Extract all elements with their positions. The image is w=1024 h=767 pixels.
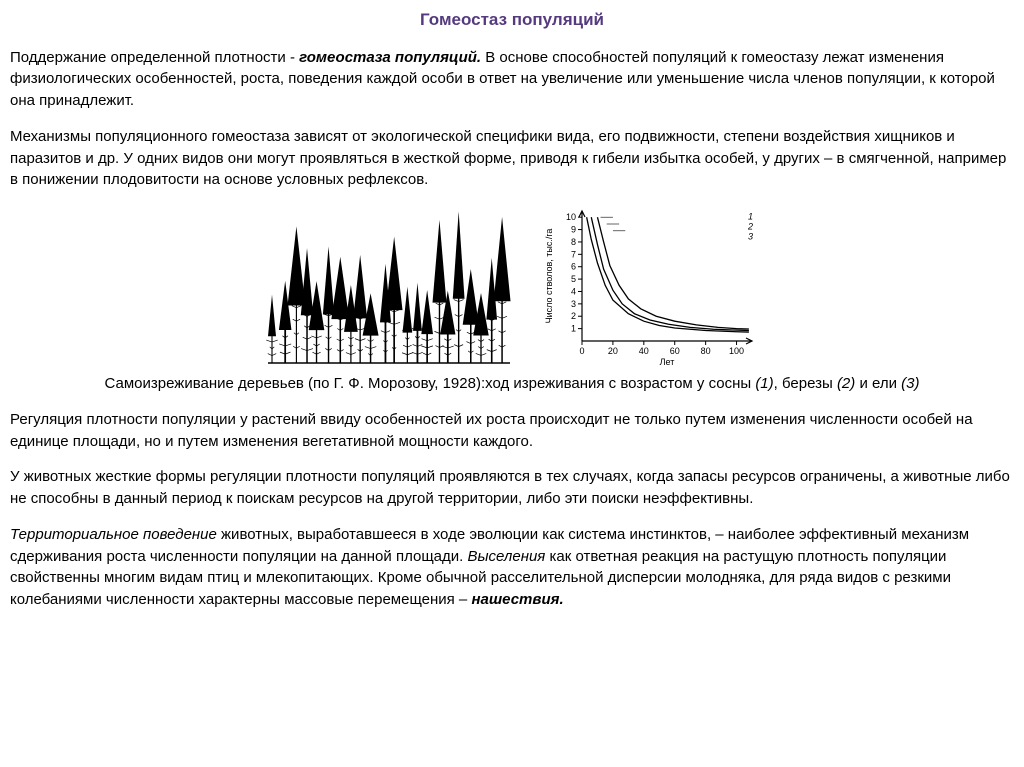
para5-term1: Территориальное поведение — [10, 526, 217, 543]
thinning-chart: 12345678910020406080100ЛетЧисло стволов,… — [540, 205, 760, 367]
para5-term2: Выселения — [468, 548, 546, 565]
cap-mid2: и ели — [855, 375, 901, 392]
paragraph-1: Поддержание определенной плотности - гом… — [10, 47, 1014, 112]
paragraph-2: Механизмы популяционного гомеостаза зави… — [10, 126, 1014, 191]
cap-s1: (1) — [755, 375, 773, 392]
svg-text:40: 40 — [639, 346, 649, 356]
paragraph-3: Регуляция плотности популяции у растений… — [10, 409, 1014, 453]
svg-text:9: 9 — [571, 225, 576, 235]
svg-text:8: 8 — [571, 237, 576, 247]
svg-text:60: 60 — [670, 346, 680, 356]
paragraph-5: Территориальное поведение животных, выра… — [10, 524, 1014, 611]
figure-row: 12345678910020406080100ЛетЧисло стволов,… — [10, 205, 1014, 367]
paragraph-4: У животных жесткие формы регуляции плотн… — [10, 466, 1014, 510]
cap-mid1: , березы — [774, 375, 837, 392]
cap-pre: Самоизреживание деревьев (по Г. Ф. Мороз… — [105, 375, 756, 392]
trees-illustration — [264, 205, 514, 367]
svg-text:7: 7 — [571, 249, 576, 259]
figure-caption: Самоизреживание деревьев (по Г. Ф. Мороз… — [10, 373, 1014, 395]
svg-text:3: 3 — [571, 299, 576, 309]
svg-text:1: 1 — [571, 324, 576, 334]
svg-text:80: 80 — [701, 346, 711, 356]
svg-text:Число стволов, тыс./га: Число стволов, тыс./га — [544, 229, 554, 324]
svg-text:10: 10 — [566, 212, 576, 222]
svg-text:5: 5 — [571, 274, 576, 284]
para1-pre: Поддержание определенной плотности - — [10, 49, 299, 66]
svg-text:4: 4 — [571, 287, 576, 297]
svg-text:100: 100 — [729, 346, 744, 356]
svg-text:2: 2 — [747, 222, 753, 232]
svg-text:0: 0 — [579, 346, 584, 356]
svg-text:20: 20 — [608, 346, 618, 356]
svg-text:3: 3 — [748, 232, 753, 242]
svg-text:Лет: Лет — [660, 357, 675, 367]
cap-s2: (2) — [837, 375, 855, 392]
para5-term3: нашествия. — [471, 591, 563, 608]
svg-text:6: 6 — [571, 262, 576, 272]
svg-text:1: 1 — [748, 212, 753, 222]
cap-s3: (3) — [901, 375, 919, 392]
para1-term: гомеостаза популяций. — [299, 49, 481, 66]
svg-text:2: 2 — [571, 311, 576, 321]
page-title: Гомеостаз популяций — [10, 8, 1014, 33]
